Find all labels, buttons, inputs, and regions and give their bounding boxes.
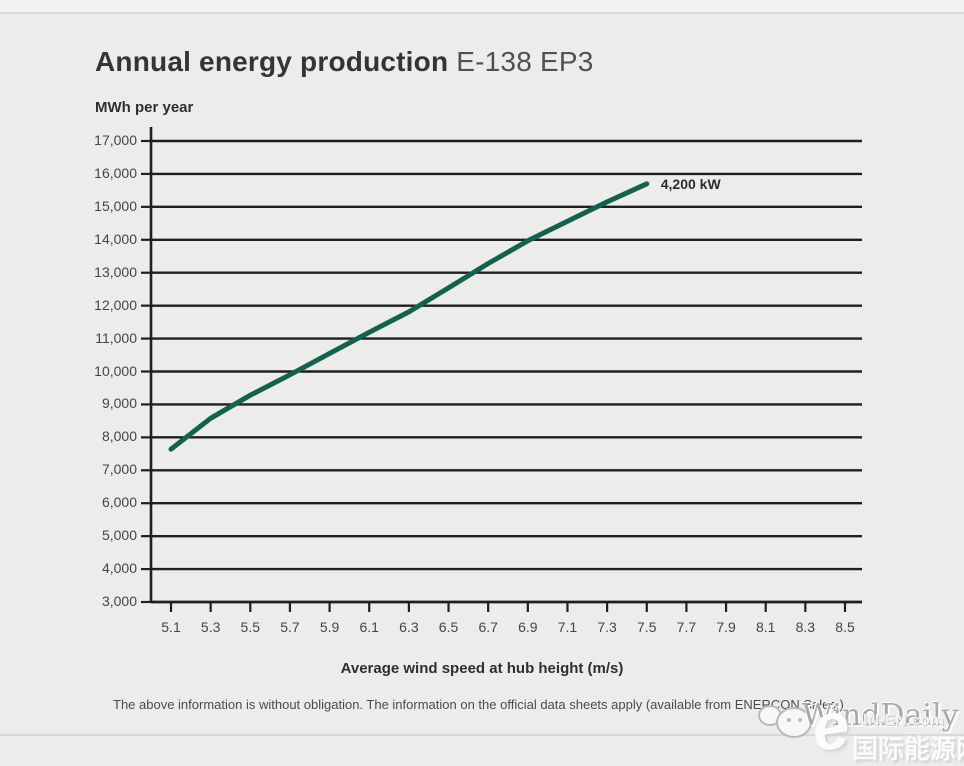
y-axis-tick-label: 6,000	[101, 494, 137, 511]
y-axis-tick-label: 4,000	[101, 560, 137, 577]
x-axis-tick-label: 6.9	[518, 619, 538, 635]
y-axis-tick-label: 3,000	[101, 593, 137, 609]
x-axis-tick-label: 6.7	[478, 619, 498, 635]
x-axis-tick-label: 5.9	[319, 619, 340, 635]
footnote-text: The above information is without obligat…	[113, 697, 844, 712]
watermark-site-name: 国际能源网	[852, 734, 964, 764]
y-axis-tick-label: 14,000	[94, 230, 137, 247]
x-axis-tick-label: 6.1	[359, 619, 379, 635]
y-axis-tick-label: 7,000	[101, 461, 137, 478]
y-axis-tick-label: 16,000	[94, 164, 137, 181]
y-axis-title: MWh per year	[95, 99, 194, 116]
page-title-model: E-138 EP3	[456, 46, 594, 77]
wechat-icon	[776, 707, 812, 738]
page-title: Annual energy production E-138 EP3	[95, 46, 593, 78]
bottom-divider	[0, 734, 964, 736]
x-axis-tick-label: 7.1	[557, 619, 578, 635]
x-axis-tick-label: 7.5	[637, 619, 657, 635]
x-axis-tick-label: 8.5	[835, 619, 855, 635]
top-divider	[0, 0, 964, 14]
series-line	[168, 181, 650, 452]
x-axis-tick-label: 5.3	[200, 619, 221, 635]
y-axis-tick-label: 11,000	[95, 329, 137, 346]
y-axis-tick-label: 5,000	[101, 527, 137, 544]
y-axis-tick-label: 12,000	[94, 296, 137, 313]
y-axis-tick-label: 15,000	[94, 197, 137, 214]
x-axis-tick-label: 7.3	[597, 619, 617, 635]
y-axis-tick-label: 9,000	[101, 395, 137, 412]
y-axis-tick-label: 17,000	[94, 132, 137, 148]
x-axis-tick-label: 6.3	[399, 619, 419, 635]
x-axis-tick-label: 8.1	[755, 619, 776, 635]
y-axis-tick-label: 10,000	[94, 362, 137, 379]
watermark-domain: IN-EN.com	[863, 712, 944, 729]
y-axis-tick-label: 8,000	[101, 428, 137, 445]
x-axis-title: Average wind speed at hub height (m/s)	[340, 660, 624, 677]
x-axis-tick-label: 7.7	[676, 619, 697, 635]
wechat-icon-eye	[787, 718, 791, 722]
y-axis-tick-label: 13,000	[94, 263, 137, 280]
x-axis-tick-label: 5.1	[161, 619, 181, 635]
page-title-main: Annual energy production	[95, 46, 449, 77]
wechat-icon-eye	[798, 718, 802, 722]
x-axis-tick-label: 5.7	[280, 619, 300, 635]
x-axis-tick-label: 5.5	[240, 619, 261, 635]
watermark-brand: WindDaily	[802, 698, 959, 733]
series-annotation: 4,200 kW	[660, 175, 721, 192]
x-axis-tick-label: 6.5	[438, 619, 459, 635]
x-axis-tick-label: 7.9	[716, 619, 736, 635]
x-axis-tick-label: 8.3	[795, 619, 816, 635]
